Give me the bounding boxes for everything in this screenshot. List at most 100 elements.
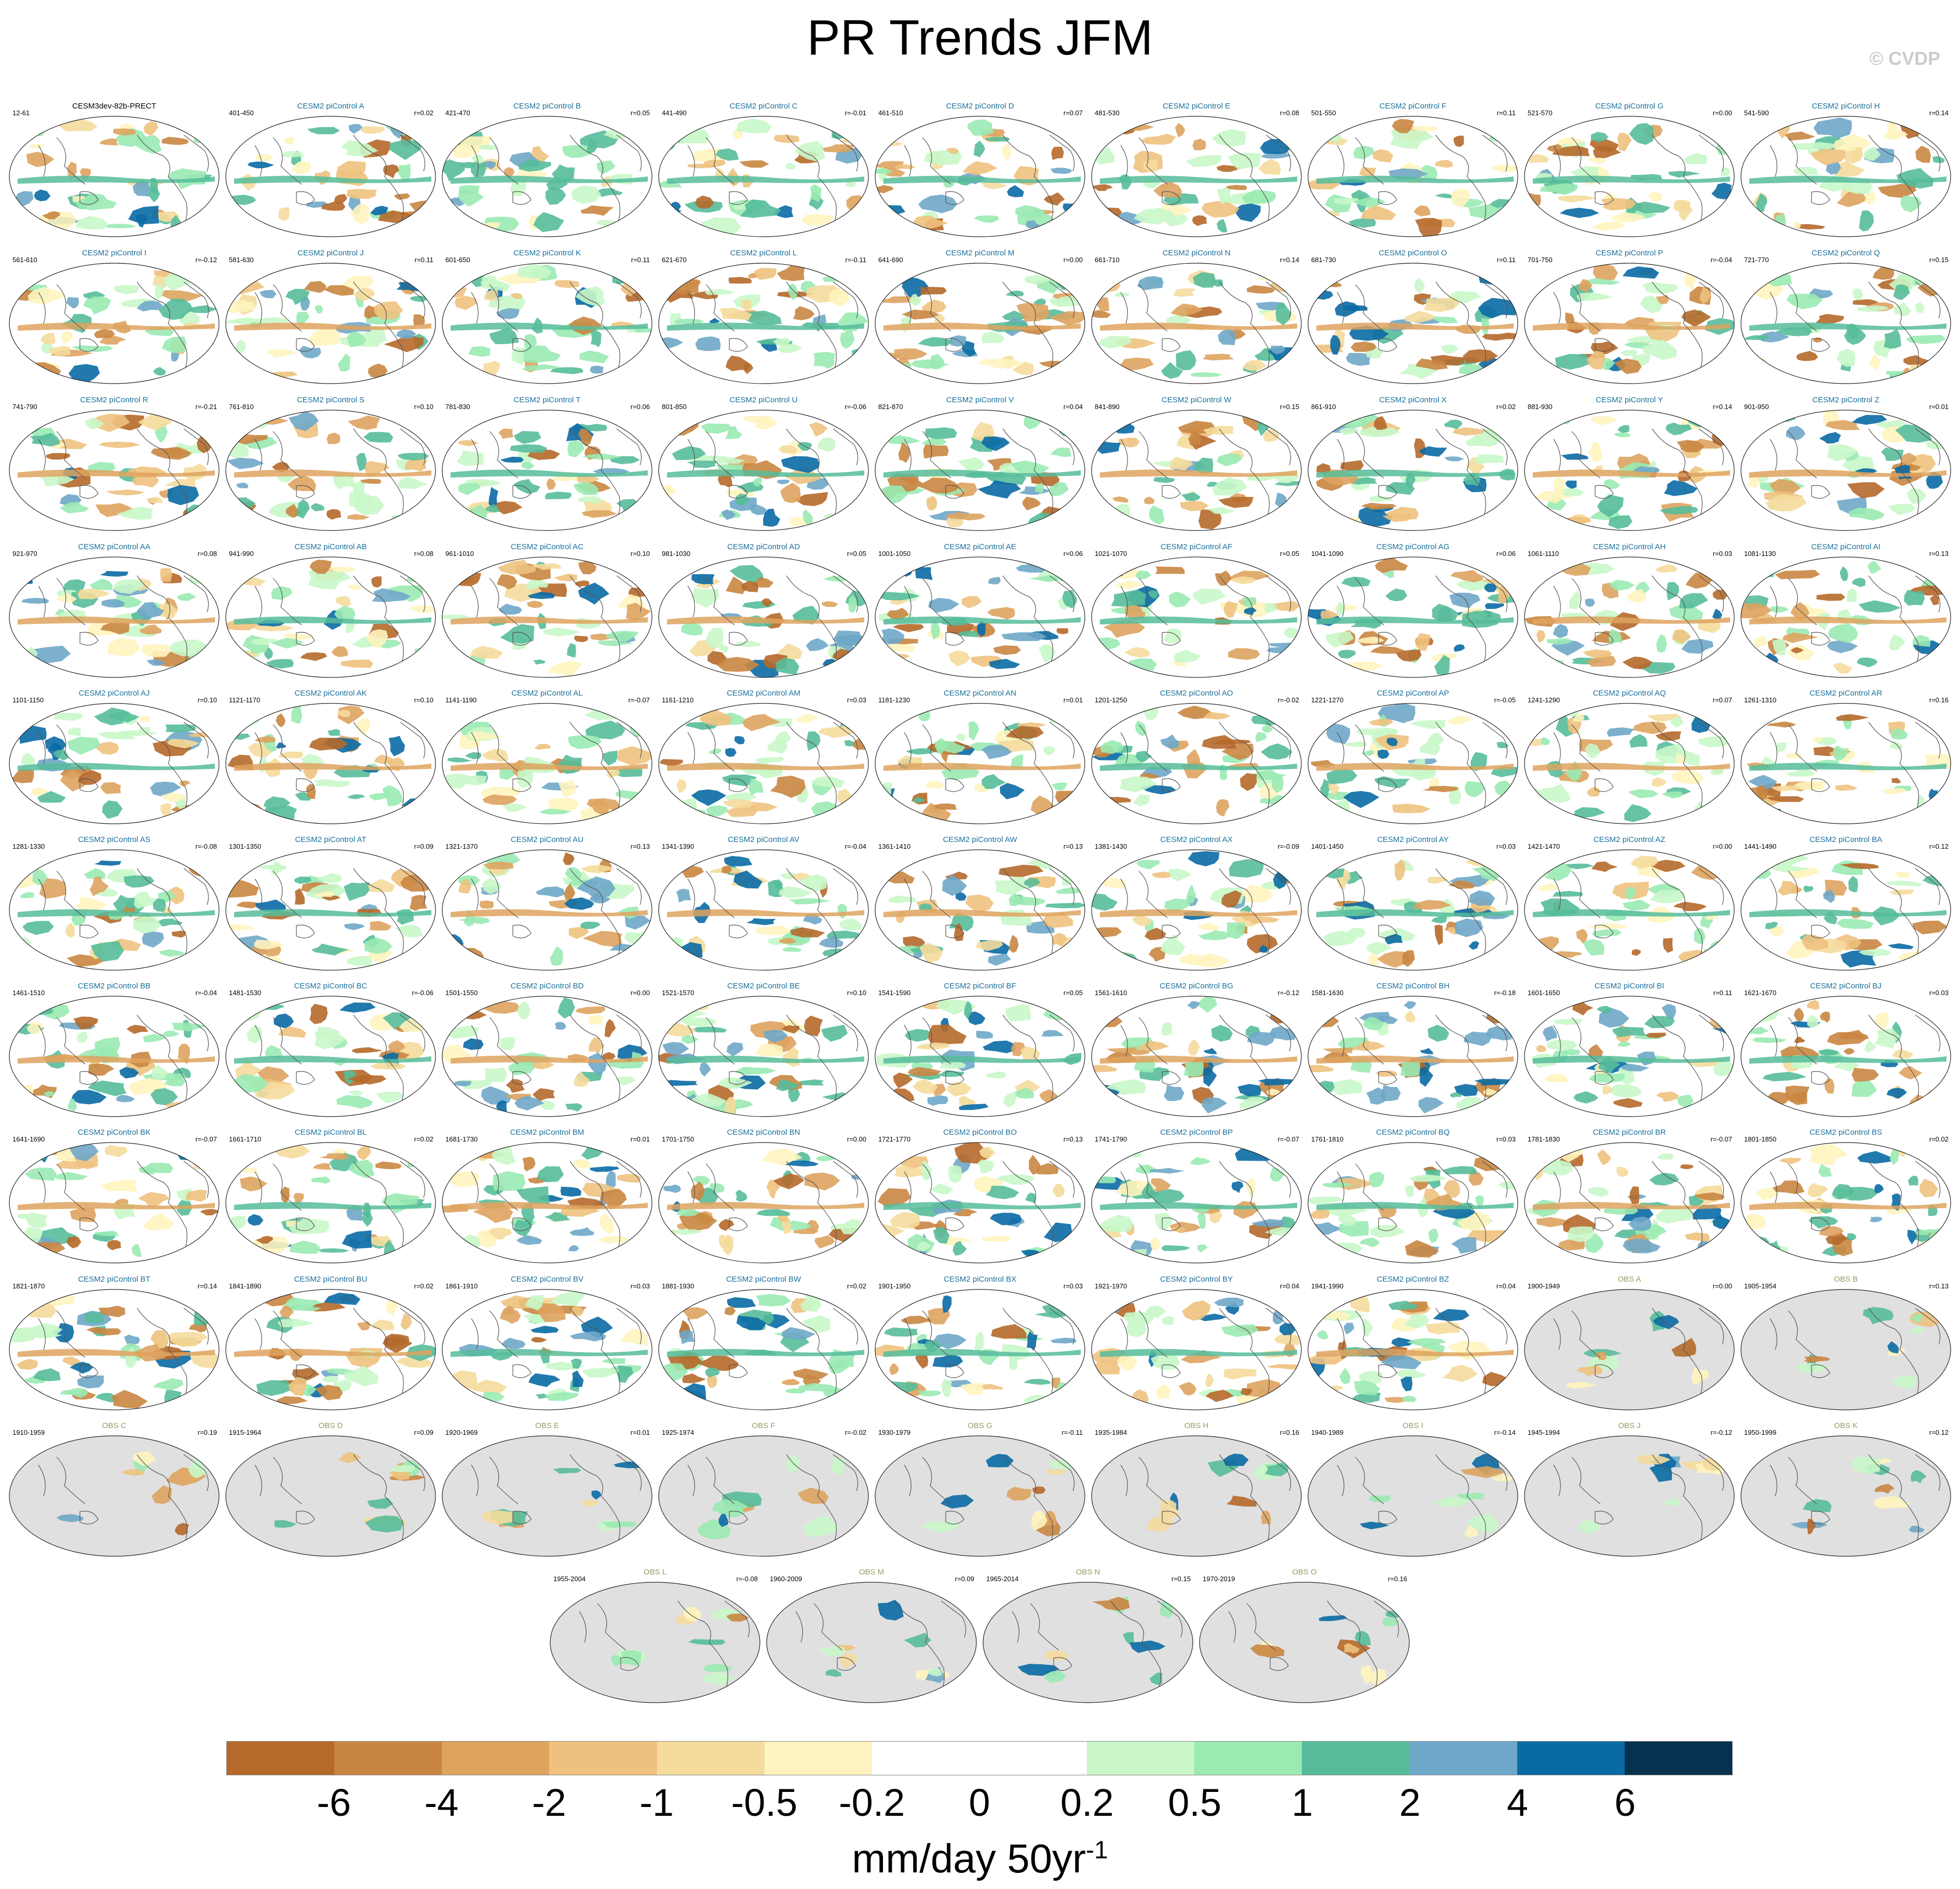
panel-correlation: r=0.00: [1712, 109, 1732, 117]
panel-years: 661-710: [1095, 256, 1120, 264]
equatorial-band: [1533, 469, 1730, 478]
trend-patch: [76, 216, 108, 230]
trend-patch: [1161, 1022, 1173, 1036]
trend-patch: [127, 1025, 149, 1034]
coastline: [1265, 134, 1291, 172]
trend-patch: [260, 864, 288, 870]
coastline: [1652, 722, 1703, 819]
trend-patch: [1711, 430, 1734, 446]
trend-patch: [255, 899, 286, 912]
map-panel-svg: [1740, 1435, 1951, 1557]
trend-patch: [1202, 1097, 1228, 1113]
trend-patch: [956, 733, 966, 741]
panel-years: 1940-1989: [1311, 1429, 1344, 1436]
coastline: [1595, 778, 1614, 792]
coastline: [705, 284, 735, 332]
trend-patch: [60, 769, 87, 792]
trend-patch: [1187, 749, 1201, 768]
trend-patch: [194, 135, 205, 143]
coastline: [677, 1600, 728, 1697]
trend-patch: [574, 1071, 590, 1088]
panel-correlation: r=-0.07: [1710, 1135, 1732, 1143]
coastline: [1770, 292, 1777, 324]
trend-patch: [1137, 276, 1163, 291]
colorbar-swatch: [764, 1742, 872, 1775]
trend-patch: [1910, 1314, 1923, 1323]
map-panel: CESM2 piControl N 661-710 r=0.14: [1090, 249, 1303, 386]
panel-years: 1081-1130: [1744, 550, 1776, 558]
trend-patch: [153, 898, 167, 912]
trend-patch: [88, 1064, 115, 1076]
trend-patch: [1704, 851, 1718, 868]
map-border: [442, 1435, 652, 1557]
trend-patch: [1198, 509, 1222, 529]
map-panel-svg: [875, 1435, 1085, 1557]
trend-patch: [1744, 1213, 1766, 1230]
trend-patch: [1499, 1381, 1518, 1389]
trend-patch: [506, 1079, 525, 1093]
trend-patch: [289, 1218, 330, 1235]
map-panel: CESM2 piControl AH 1061-1110 r=0.03: [1522, 542, 1736, 680]
panel-correlation: r=0.13: [1929, 1282, 1949, 1290]
trend-patch: [1242, 916, 1280, 925]
trend-patch: [1622, 1063, 1650, 1071]
coastline: [1553, 1464, 1561, 1497]
trend-patch: [1134, 208, 1176, 225]
trend-patch: [1673, 200, 1691, 212]
trend-patch: [1584, 743, 1601, 758]
trend-patch: [296, 499, 310, 519]
panel-title: CESM2 piControl AP: [1377, 689, 1449, 698]
map-panel-svg: [1091, 996, 1302, 1117]
panel-title: CESM2 piControl BN: [727, 1128, 800, 1137]
trend-field: [1580, 1452, 1733, 1534]
panel-correlation: r=-0.21: [195, 403, 217, 411]
trend-patch: [1802, 934, 1829, 950]
trend-patch: [185, 1189, 208, 1202]
panel-correlation: r=0.09: [414, 1429, 433, 1436]
trend-patch: [1216, 799, 1230, 817]
coastline: [1770, 732, 1777, 764]
coastline: [1002, 134, 1053, 232]
trend-patch: [1092, 184, 1113, 191]
coastline: [254, 292, 262, 324]
trend-patch: [1405, 472, 1416, 489]
trend-patch: [725, 792, 757, 801]
coastline: [183, 428, 209, 466]
trend-patch: [1857, 657, 1878, 668]
trend-patch: [276, 474, 294, 483]
map-panel-svg: [658, 263, 869, 384]
trend-patch: [1412, 900, 1452, 910]
trend-patch: [991, 1324, 1027, 1339]
trend-patch: [483, 290, 499, 301]
equatorial-band: [667, 763, 864, 771]
trend-patch: [307, 127, 341, 134]
coastline: [56, 578, 86, 626]
trend-patch: [1135, 720, 1147, 737]
coastline: [833, 868, 859, 905]
trend-patch: [761, 598, 773, 607]
trend-patch: [1368, 719, 1393, 726]
panel-title: CESM2 piControl AZ: [1593, 835, 1666, 844]
coastline: [79, 632, 99, 646]
trend-field: [226, 275, 433, 379]
trend-patch: [1187, 1001, 1200, 1009]
trend-patch: [1218, 329, 1236, 346]
trend-patch: [973, 140, 985, 157]
map-panel: CESM2 piControl AI 1081-1130 r=0.13: [1739, 542, 1953, 680]
trend-patch: [1770, 479, 1801, 496]
trend-patch: [609, 456, 641, 465]
equatorial-band: [234, 1349, 431, 1357]
coastline: [183, 868, 209, 905]
trend-patch: [497, 574, 518, 590]
trend-patch: [1350, 341, 1377, 352]
trend-patch: [1851, 1080, 1877, 1097]
panel-title: CESM2 piControl BB: [77, 982, 151, 990]
coastline: [1138, 871, 1168, 918]
trend-patch: [1202, 354, 1235, 361]
trend-patch: [1544, 659, 1564, 674]
panel-title: CESM2 piControl BH: [1376, 982, 1450, 990]
trend-patch: [981, 745, 1012, 759]
coastline: [1698, 868, 1724, 905]
trend-patch: [1813, 117, 1852, 138]
coastline: [1265, 281, 1291, 319]
